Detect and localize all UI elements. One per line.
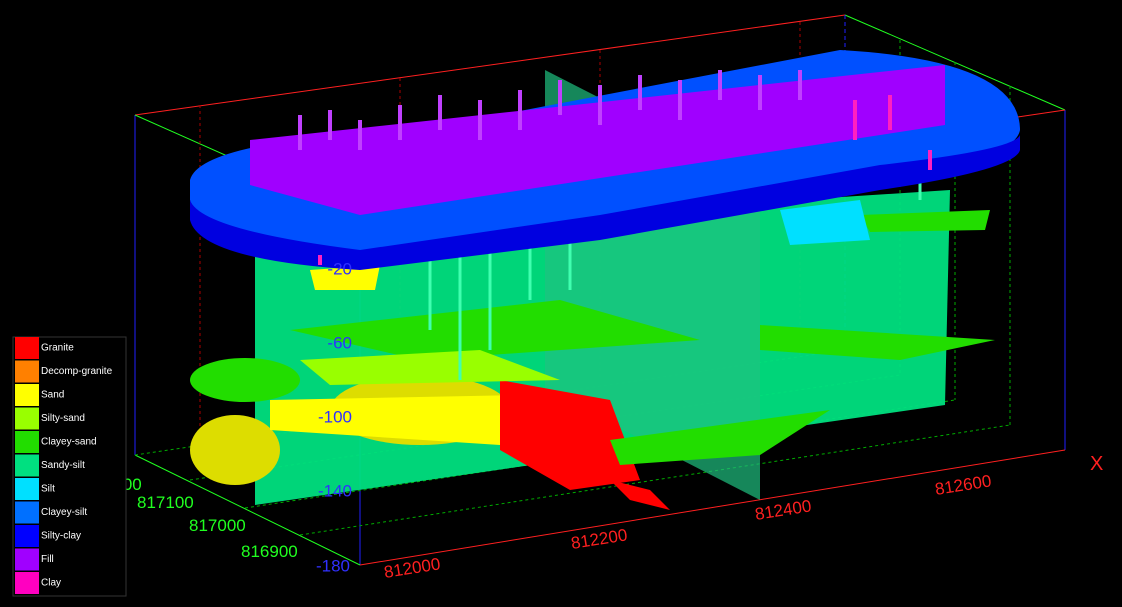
z-tick-label: -20	[327, 259, 352, 278]
x-axis-label: X	[1090, 453, 1103, 475]
legend-label: Clayey-silt	[41, 507, 87, 518]
legend-swatch	[15, 431, 39, 453]
legend-swatch	[15, 572, 39, 594]
legend-swatch	[15, 525, 39, 547]
y-tick-label: 817000	[189, 516, 246, 535]
z-tick-label: -60	[327, 333, 352, 352]
y-tick-label: 816900	[241, 542, 298, 561]
legend-swatch	[15, 407, 39, 430]
legend-swatch	[15, 478, 39, 500]
legend-label: Clay	[41, 578, 61, 589]
legend-swatch	[15, 384, 39, 406]
legend-label: Silty-sand	[41, 413, 85, 424]
legend-label: Fill	[41, 554, 54, 565]
legend-swatch	[15, 337, 39, 359]
legend-label: Granite	[41, 343, 74, 354]
legend-label: Silty-clay	[41, 531, 81, 542]
legend-swatch	[15, 548, 39, 571]
y-tick-label: 817100	[137, 493, 194, 512]
geological-model	[190, 50, 1020, 510]
legend-label: Sandy-silt	[41, 460, 85, 471]
z-tick-label: -100	[318, 407, 352, 426]
legend-label: Sand	[41, 390, 64, 401]
legend-swatch	[15, 454, 39, 477]
z-tick-label: -140	[318, 481, 352, 500]
legend-label: Silt	[41, 484, 55, 495]
legend-label: Decomp-granite	[41, 366, 113, 377]
legend-swatch	[15, 501, 39, 524]
legend-label: Clayey-sand	[41, 437, 97, 448]
z-tick-label: -180	[316, 556, 350, 575]
legend: Granite Decomp-granite Sand Silty-sand Claye…	[12, 336, 127, 597]
legend-swatch	[15, 360, 39, 383]
